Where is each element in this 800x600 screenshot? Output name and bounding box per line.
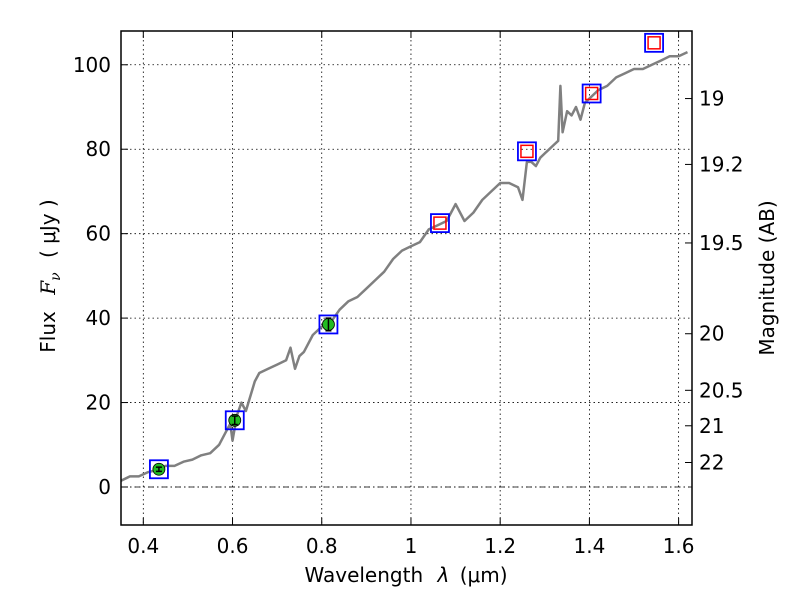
mag-tick-label: 19.2 <box>699 152 744 176</box>
ticks-layer: 0.4 0.6 0.8 1 1.2 1.4 1.6 0 20 40 60 80 100 19 19.2 19.… <box>73 31 744 558</box>
y-tick-label: 40 <box>86 306 111 330</box>
synthetic-marker <box>647 36 661 50</box>
x-tick-label: 1.4 <box>573 534 605 558</box>
synthetic-marker <box>520 144 534 159</box>
synthetic-marker <box>433 216 447 230</box>
x-tick-label: 0.8 <box>306 534 338 558</box>
model-box-marker <box>224 410 245 431</box>
x-tick-label: 1.6 <box>663 534 695 558</box>
spectrum-layer <box>120 50 689 482</box>
y-tick-label: 60 <box>86 222 111 246</box>
model-box-marker <box>318 314 339 335</box>
points-layer <box>149 32 664 480</box>
mag-tick-label: 20 <box>699 322 724 346</box>
y2-axis-title: Magnitude (AB) <box>755 200 779 355</box>
mag-tick-label: 19 <box>699 87 724 111</box>
grid <box>121 31 692 525</box>
mag-tick-label: 20.5 <box>699 378 744 402</box>
x-tick-label: 1.2 <box>484 534 516 558</box>
synthetic-marker <box>584 86 599 101</box>
y-tick-label: 0 <box>98 475 111 499</box>
x-tick-label: 0.6 <box>217 534 249 558</box>
y-axis-title: Flux Fν ( μJy ) <box>36 199 65 352</box>
model-box-marker <box>644 32 664 53</box>
x-tick-label: 1 <box>405 534 418 558</box>
spectrum-line <box>120 50 689 482</box>
model-box-marker <box>517 141 537 162</box>
x-axis-title: Wavelength λ (μm) <box>304 563 507 587</box>
mag-tick-label: 19.5 <box>699 231 744 255</box>
y-tick-label: 20 <box>86 391 111 415</box>
x-tick-label: 0.4 <box>127 534 159 558</box>
y-tick-label: 80 <box>86 137 111 161</box>
mag-tick-label: 21 <box>699 414 724 438</box>
mag-tick-label: 22 <box>699 451 724 475</box>
model-box-marker <box>581 83 602 104</box>
plot-frame <box>120 30 693 526</box>
y-tick-label: 100 <box>73 53 111 77</box>
model-box-marker <box>149 459 169 480</box>
model-box-marker <box>430 213 450 234</box>
